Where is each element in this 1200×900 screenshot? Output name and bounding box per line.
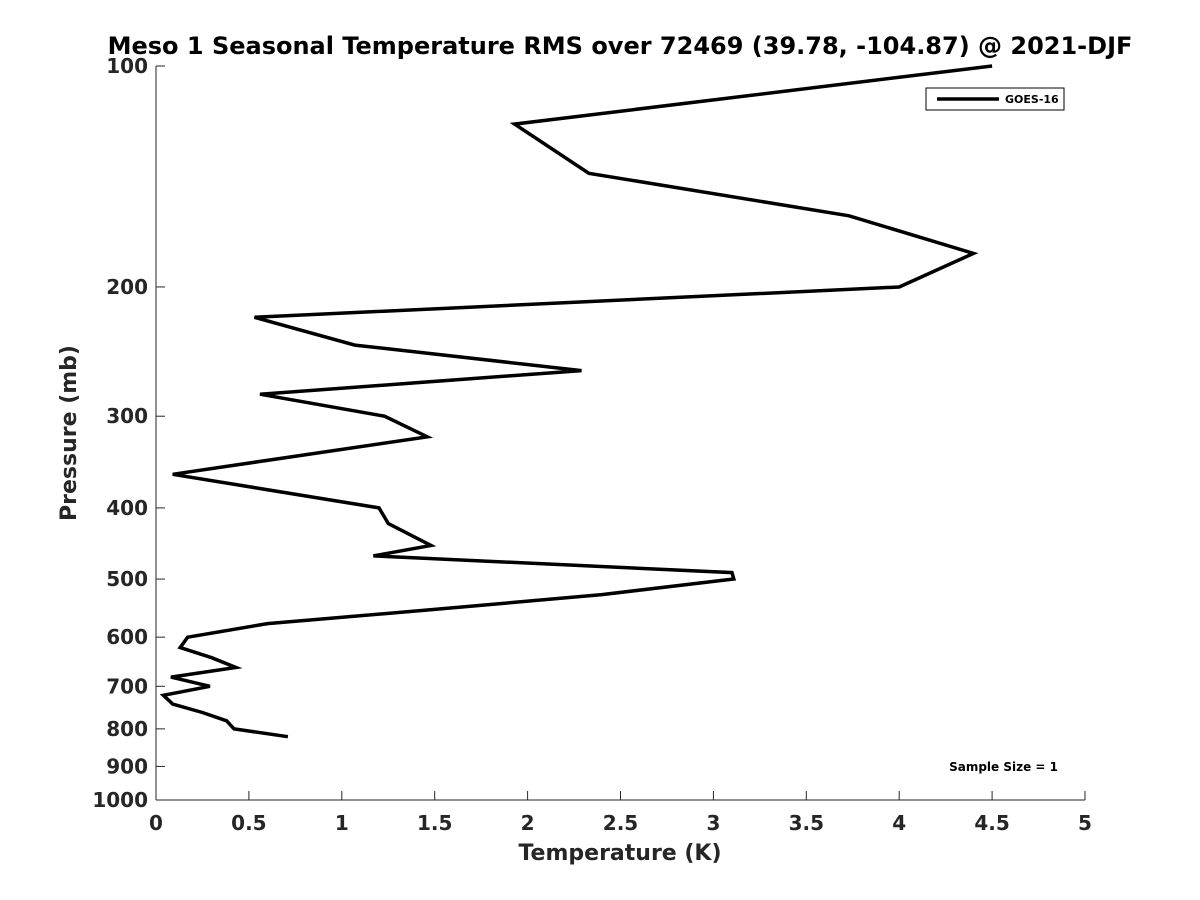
x-tick-label: 1	[335, 811, 349, 835]
y-tick-label: 700	[106, 674, 148, 698]
legend-label: GOES-16	[1005, 93, 1059, 106]
y-tick-label: 1000	[92, 788, 148, 812]
x-tick-label: 3.5	[789, 811, 824, 835]
y-ticks: 100 200 300 400 500 600 700 800 900 1000	[92, 54, 165, 812]
y-tick-label: 300	[106, 404, 148, 428]
y-axis-label: Pressure (mb)	[57, 345, 82, 521]
series-line-goes-16	[159, 64, 993, 739]
y-tick-label: 500	[106, 567, 148, 591]
legend: GOES-16	[925, 87, 1065, 111]
x-tick-label: 5	[1078, 811, 1092, 835]
y-tick-label: 600	[106, 625, 148, 649]
chart-title: Meso 1 Seasonal Temperature RMS over 724…	[108, 32, 1133, 60]
sample-size-annotation: Sample Size = 1	[949, 760, 1058, 774]
x-tick-label: 0.5	[231, 811, 266, 835]
x-tick-label: 4	[892, 811, 906, 835]
x-tick-label: 2.5	[603, 811, 638, 835]
y-tick-label: 400	[106, 496, 148, 520]
x-axis-label: Temperature (K)	[518, 841, 721, 866]
y-tick-label: 800	[106, 717, 148, 741]
x-tick-label: 2	[521, 811, 535, 835]
y-tick-label: 900	[106, 754, 148, 778]
x-tick-label: 3	[706, 811, 720, 835]
x-ticks: 0 0.5 1 1.5 2 2.5 3 3.5 4 4.5 5	[149, 791, 1092, 835]
y-tick-label: 200	[106, 275, 148, 299]
y-tick-label: 100	[106, 54, 148, 78]
x-tick-label: 0	[149, 811, 163, 835]
x-tick-label: 4.5	[974, 811, 1009, 835]
x-tick-label: 1.5	[417, 811, 452, 835]
axes	[155, 66, 1085, 801]
